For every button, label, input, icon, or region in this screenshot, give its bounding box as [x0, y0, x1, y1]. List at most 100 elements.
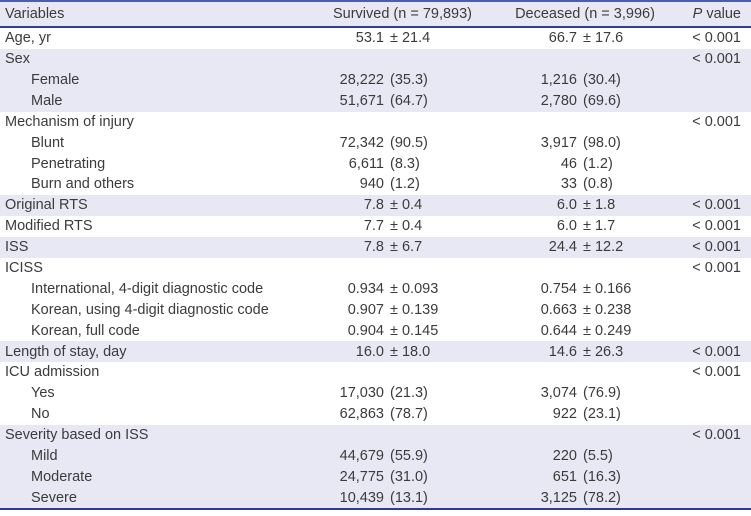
table-row: Blunt 72,342 (90.5) 3,917 (98.0)	[0, 132, 751, 153]
survived-value: 10,439	[339, 490, 384, 506]
p-value: < 0.001	[692, 428, 741, 443]
row-label: Sex	[5, 52, 30, 67]
p-value: < 0.001	[692, 219, 741, 234]
row-label: Female	[31, 72, 80, 88]
table-row: ISS 7.8 ± 6.7 24.4 ± 12.2 < 0.001	[0, 236, 751, 258]
row-label: Length of stay, day	[5, 344, 127, 360]
p-value: < 0.001	[692, 365, 741, 380]
deceased-percent: (23.1)	[583, 407, 621, 422]
row-label: Korean, using 4-digit diagnostic code	[31, 302, 269, 318]
deceased-percent: (76.9)	[583, 386, 621, 401]
deceased-percent: ± 1.7	[583, 219, 616, 234]
row-label: Mild	[31, 449, 58, 464]
table-row: Mild 44,679 (55.9) 220 (5.5)	[0, 445, 751, 467]
column-header-survived: Survived (n = 79,893)	[332, 6, 473, 22]
p-value: < 0.001	[692, 198, 741, 213]
p-value: < 0.001	[692, 114, 741, 130]
p-italic-letter: P	[692, 6, 703, 22]
deceased-value: 0.663	[540, 302, 577, 318]
survived-percent: (1.2)	[390, 177, 420, 192]
survived-percent: (64.7)	[390, 93, 428, 109]
survived-percent: ± 18.0	[390, 344, 431, 360]
row-label: Burn and others	[31, 177, 135, 192]
row-label: ICU admission	[5, 365, 100, 380]
survived-value: 28,222	[339, 72, 384, 88]
deceased-value: 24.4	[548, 240, 577, 255]
table-row: International, 4-digit diagnostic code 0…	[0, 279, 751, 300]
deceased-percent: (78.2)	[583, 490, 621, 506]
row-label: ISS	[5, 240, 29, 255]
deceased-value: 3,074	[540, 386, 577, 401]
column-header-deceased: Deceased (n = 3,996)	[515, 6, 655, 22]
table-row: Severity based on ISS < 0.001	[0, 424, 751, 446]
survived-percent: (55.9)	[390, 449, 428, 464]
p-value-word: value	[702, 6, 741, 22]
deceased-value: 3,125	[540, 490, 577, 506]
survived-percent: (21.3)	[390, 386, 428, 401]
deceased-percent: (5.5)	[583, 449, 613, 464]
table-row: Yes 17,030 (21.3) 3,074 (76.9)	[0, 383, 751, 404]
survived-percent: ± 0.093	[390, 281, 439, 297]
table-row: No 62,863 (78.7) 922 (23.1)	[0, 404, 751, 425]
row-label: Moderate	[31, 469, 93, 485]
deceased-value: 33	[560, 177, 577, 192]
table-row: Burn and others 940 (1.2) 33 (0.8)	[0, 174, 751, 195]
survived-value: 62,863	[339, 407, 384, 422]
deceased-value: 14.6	[548, 344, 577, 360]
p-value: < 0.001	[692, 260, 741, 276]
row-label: Severe	[31, 490, 77, 506]
row-label: Blunt	[31, 135, 65, 151]
deceased-value: 0.644	[540, 323, 577, 339]
survived-value: 7.8	[363, 198, 384, 213]
table-row: Modified RTS 7.7 ± 0.4 6.0 ± 1.7 < 0.001	[0, 216, 751, 237]
survived-percent: ± 0.4	[390, 198, 423, 213]
row-label: Yes	[31, 386, 55, 401]
table-row: Male 51,671 (64.7) 2,780 (69.6)	[0, 90, 751, 112]
deceased-percent: ± 12.2	[583, 240, 624, 255]
deceased-value: 0.754	[540, 281, 577, 297]
deceased-percent: (69.6)	[583, 93, 621, 109]
deceased-value: 6.0	[556, 198, 577, 213]
deceased-value: 66.7	[548, 31, 577, 46]
survived-value: 0.934	[347, 281, 384, 297]
survived-percent: ± 0.139	[390, 302, 439, 318]
deceased-value: 651	[552, 469, 577, 485]
row-label: Penetrating	[31, 156, 106, 172]
deceased-value: 922	[552, 407, 577, 422]
survived-value: 0.904	[347, 323, 384, 339]
row-label: Severity based on ISS	[5, 428, 149, 443]
p-value: < 0.001	[692, 52, 741, 67]
table-row: ICU admission < 0.001	[0, 362, 751, 383]
deceased-value: 220	[552, 449, 577, 464]
table-row: Korean, full code 0.904 ± 0.145 0.644 ± …	[0, 320, 751, 341]
deceased-percent: (1.2)	[583, 156, 613, 172]
survived-percent: (13.1)	[390, 490, 428, 506]
survived-percent: (8.3)	[390, 156, 420, 172]
survived-percent: ± 21.4	[390, 31, 431, 46]
row-label: ICISS	[5, 260, 43, 276]
row-label: Modified RTS	[5, 219, 93, 234]
survived-value: 7.7	[363, 219, 384, 234]
table-row: Sex < 0.001	[0, 48, 751, 70]
table-row: Moderate 24,775 (31.0) 651 (16.3)	[0, 466, 751, 488]
table-row: Female 28,222 (35.3) 1,216 (30.4)	[0, 69, 751, 91]
survived-value: 16.0	[355, 344, 384, 360]
deceased-percent: (98.0)	[583, 135, 621, 151]
deceased-percent: ± 1.8	[583, 198, 616, 213]
deceased-percent: ± 17.6	[583, 31, 624, 46]
column-header-variables: Variables	[5, 6, 65, 22]
survived-value: 72,342	[339, 135, 384, 151]
table-row: Penetrating 6,611 (8.3) 46 (1.2)	[0, 153, 751, 174]
survived-percent: ± 0.4	[390, 219, 423, 234]
p-value: < 0.001	[692, 31, 741, 46]
survived-value: 24,775	[339, 469, 384, 485]
deceased-percent: ± 26.3	[583, 344, 624, 360]
table-row: ICISS < 0.001	[0, 258, 751, 279]
survived-value: 6,611	[348, 156, 384, 172]
row-label: Mechanism of injury	[5, 114, 134, 130]
table-body: Age, yr 53.1 ± 21.4 66.7 ± 17.6 < 0.001 …	[0, 28, 751, 511]
column-header-pvalue: P value	[680, 7, 751, 22]
survived-value: 44,679	[339, 449, 384, 464]
p-value: < 0.001	[692, 240, 741, 255]
